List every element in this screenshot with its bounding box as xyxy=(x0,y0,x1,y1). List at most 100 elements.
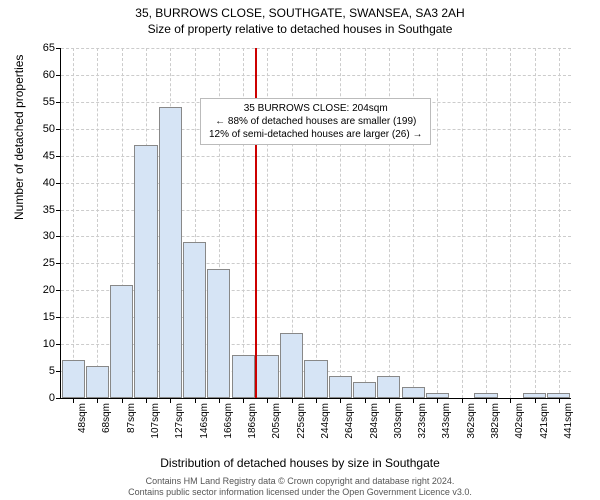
histogram-bar xyxy=(304,360,327,398)
ytick-mark xyxy=(56,210,61,211)
ytick-mark xyxy=(56,290,61,291)
ytick-label: 60 xyxy=(25,69,55,81)
xtick-label: 68sqm xyxy=(101,403,112,433)
annotation-box: 35 BURROWS CLOSE: 204sqm ← 88% of detach… xyxy=(200,98,431,145)
ytick-label: 65 xyxy=(25,42,55,54)
ytick-label: 40 xyxy=(25,177,55,189)
histogram-bar xyxy=(280,333,303,398)
xtick-label: 186sqm xyxy=(247,403,258,439)
xtick-label: 382sqm xyxy=(490,403,501,439)
xtick-label: 87sqm xyxy=(126,403,137,433)
ytick-mark xyxy=(56,398,61,399)
footer-line-1: Contains HM Land Registry data © Crown c… xyxy=(0,476,600,487)
ytick-mark xyxy=(56,102,61,103)
gridline-vertical xyxy=(535,48,536,398)
histogram-bar xyxy=(523,393,546,398)
gridline-vertical xyxy=(437,48,438,398)
xtick-label: 107sqm xyxy=(150,403,161,439)
chart-container: 35, BURROWS CLOSE, SOUTHGATE, SWANSEA, S… xyxy=(0,0,600,500)
xtick-mark xyxy=(73,398,74,403)
xtick-mark xyxy=(486,398,487,403)
x-axis-label: Distribution of detached houses by size … xyxy=(0,456,600,470)
xtick-label: 146sqm xyxy=(199,403,210,439)
ytick-mark xyxy=(56,75,61,76)
gridline-vertical xyxy=(486,48,487,398)
histogram-bar xyxy=(110,285,133,398)
xtick-mark xyxy=(413,398,414,403)
annotation-line-2: ← 88% of detached houses are smaller (19… xyxy=(209,115,422,128)
xtick-mark xyxy=(389,398,390,403)
xtick-mark xyxy=(267,398,268,403)
xtick-mark xyxy=(535,398,536,403)
histogram-bar xyxy=(207,269,230,398)
ytick-label: 10 xyxy=(25,338,55,350)
xtick-label: 343sqm xyxy=(441,403,452,439)
gridline-vertical xyxy=(510,48,511,398)
xtick-mark xyxy=(122,398,123,403)
xtick-mark xyxy=(292,398,293,403)
ytick-label: 15 xyxy=(25,311,55,323)
gridline-vertical xyxy=(73,48,74,398)
annotation-line-3: 12% of semi-detached houses are larger (… xyxy=(209,128,422,141)
histogram-bar xyxy=(547,393,570,398)
xtick-label: 264sqm xyxy=(344,403,355,439)
histogram-bar xyxy=(183,242,206,398)
ytick-label: 35 xyxy=(25,204,55,216)
xtick-mark xyxy=(340,398,341,403)
xtick-label: 127sqm xyxy=(174,403,185,439)
ytick-mark xyxy=(56,129,61,130)
xtick-mark xyxy=(437,398,438,403)
histogram-bar xyxy=(86,366,109,398)
xtick-mark xyxy=(365,398,366,403)
ytick-label: 50 xyxy=(25,123,55,135)
histogram-bar xyxy=(377,376,400,398)
histogram-bar xyxy=(256,355,279,398)
xtick-mark xyxy=(195,398,196,403)
annotation-line-1: 35 BURROWS CLOSE: 204sqm xyxy=(209,102,422,115)
chart-area: 48sqm68sqm87sqm107sqm127sqm146sqm166sqm1… xyxy=(60,48,570,398)
ytick-mark xyxy=(56,183,61,184)
histogram-bar xyxy=(474,393,497,398)
ytick-label: 55 xyxy=(25,96,55,108)
ytick-label: 0 xyxy=(25,392,55,404)
xtick-label: 421sqm xyxy=(539,403,550,439)
gridline-vertical xyxy=(462,48,463,398)
histogram-bar xyxy=(402,387,425,398)
histogram-bar xyxy=(134,145,157,398)
xtick-label: 402sqm xyxy=(514,403,525,439)
chart-title: 35, BURROWS CLOSE, SOUTHGATE, SWANSEA, S… xyxy=(0,0,600,20)
xtick-mark xyxy=(170,398,171,403)
ytick-mark xyxy=(56,156,61,157)
y-axis-label: Number of detached properties xyxy=(12,55,26,220)
xtick-mark xyxy=(97,398,98,403)
xtick-mark xyxy=(510,398,511,403)
histogram-bar xyxy=(62,360,85,398)
ytick-label: 45 xyxy=(25,150,55,162)
ytick-mark xyxy=(56,371,61,372)
xtick-label: 362sqm xyxy=(466,403,477,439)
histogram-bar xyxy=(232,355,255,398)
footer-line-2: Contains public sector information licen… xyxy=(0,487,600,498)
xtick-label: 48sqm xyxy=(77,403,88,433)
xtick-label: 284sqm xyxy=(369,403,380,439)
gridline-vertical xyxy=(97,48,98,398)
histogram-bar xyxy=(329,376,352,398)
xtick-label: 323sqm xyxy=(417,403,428,439)
xtick-label: 441sqm xyxy=(563,403,574,439)
gridline-vertical xyxy=(559,48,560,398)
ytick-label: 25 xyxy=(25,257,55,269)
xtick-mark xyxy=(559,398,560,403)
histogram-bar xyxy=(159,107,182,398)
ytick-mark xyxy=(56,344,61,345)
footer-attribution: Contains HM Land Registry data © Crown c… xyxy=(0,476,600,498)
xtick-mark xyxy=(219,398,220,403)
ytick-label: 30 xyxy=(25,230,55,242)
histogram-bar xyxy=(353,382,376,398)
xtick-label: 225sqm xyxy=(296,403,307,439)
xtick-label: 166sqm xyxy=(223,403,234,439)
xtick-mark xyxy=(146,398,147,403)
ytick-mark xyxy=(56,263,61,264)
histogram-bar xyxy=(426,393,449,398)
xtick-mark xyxy=(316,398,317,403)
xtick-mark xyxy=(462,398,463,403)
